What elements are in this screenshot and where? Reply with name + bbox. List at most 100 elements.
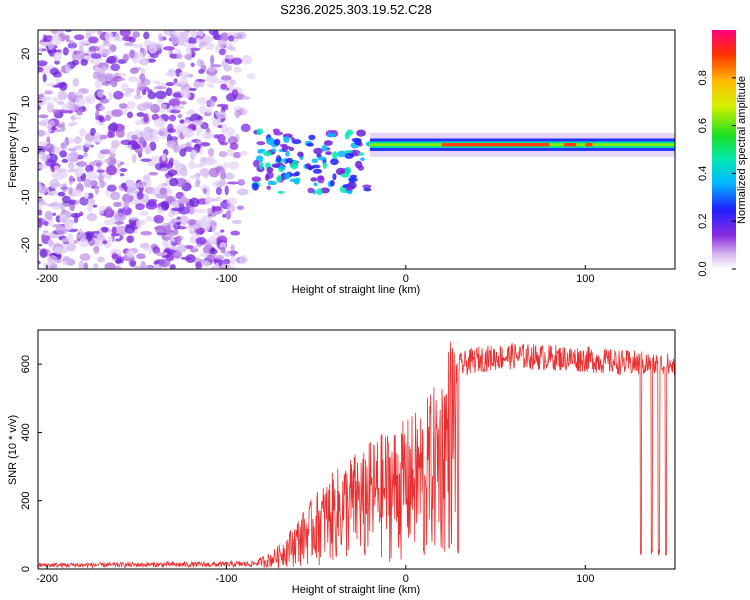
signal-blob xyxy=(266,185,271,190)
noise-blob xyxy=(207,147,215,157)
signal-blob xyxy=(311,158,319,164)
noise-blob xyxy=(140,158,152,162)
figure-title: S236.2025.303.19.52.C28 xyxy=(280,2,432,17)
noise-blob xyxy=(179,148,187,157)
noise-blob xyxy=(154,225,166,234)
signal-blob xyxy=(290,137,295,141)
noise-blob xyxy=(89,180,98,187)
noise-blob xyxy=(114,212,127,222)
noise-blob xyxy=(232,151,242,159)
noise-blob xyxy=(209,64,222,68)
noise-blob xyxy=(87,202,93,213)
noise-blob xyxy=(187,43,196,48)
noise-blob xyxy=(126,235,135,244)
noise-blob xyxy=(136,112,145,118)
noise-blob xyxy=(105,205,113,216)
noise-blob xyxy=(114,77,126,82)
noise-blob xyxy=(44,131,51,136)
noise-blob xyxy=(227,181,239,185)
top-y-tick-label: -20 xyxy=(20,237,32,253)
noise-blob xyxy=(38,114,49,119)
noise-blob xyxy=(39,200,46,204)
noise-blob xyxy=(93,263,99,269)
noise-blob xyxy=(216,103,229,108)
top-y-tick-label: -10 xyxy=(20,189,32,205)
noise-blob xyxy=(189,197,200,208)
noise-blob xyxy=(127,186,136,197)
noise-blob xyxy=(38,209,43,216)
noise-blob xyxy=(55,76,60,84)
noise-blob xyxy=(178,31,189,39)
noise-blob xyxy=(238,108,244,116)
noise-blob xyxy=(227,35,235,42)
noise-blob xyxy=(118,103,128,109)
noise-blob xyxy=(148,171,158,176)
noise-blob xyxy=(71,59,80,66)
signal-blob xyxy=(305,163,312,169)
noise-blob xyxy=(218,151,228,158)
noise-blob xyxy=(113,201,122,208)
noise-blob xyxy=(179,119,185,124)
noise-blob xyxy=(52,84,62,88)
noise-blob xyxy=(166,140,177,148)
noise-blob xyxy=(212,212,217,217)
noise-blob xyxy=(177,113,183,119)
noise-blob xyxy=(68,39,74,45)
noise-blob xyxy=(198,68,205,75)
noise-blob xyxy=(83,178,93,188)
noise-blob xyxy=(230,255,236,266)
signal-blob xyxy=(354,160,363,169)
signal-blob xyxy=(259,161,264,170)
noise-blob xyxy=(220,246,226,254)
noise-blob xyxy=(83,141,92,148)
colorbar-tick-label: 0.8 xyxy=(697,70,709,85)
bottom-x-tick-label: -100 xyxy=(215,573,237,585)
noise-blob xyxy=(136,86,141,97)
noise-blob xyxy=(158,127,168,136)
noise-blob xyxy=(59,150,67,158)
noise-blob xyxy=(161,103,167,109)
noise-blob xyxy=(52,108,61,115)
noise-blob xyxy=(104,31,114,42)
noise-blob xyxy=(105,58,112,64)
noise-blob xyxy=(121,82,129,92)
noise-blob xyxy=(51,35,62,46)
noise-blob xyxy=(111,109,123,117)
signal-blob xyxy=(346,129,354,136)
noise-blob xyxy=(190,113,201,123)
noise-blob xyxy=(154,263,160,269)
noise-blob xyxy=(199,252,210,257)
noise-blob xyxy=(173,82,181,87)
noise-blob xyxy=(158,258,171,268)
colorbar-ticks: 0.0 0.2 0.4 0.6 0.8 xyxy=(697,70,736,277)
noise-blob xyxy=(207,66,216,72)
noise-blob xyxy=(219,169,226,173)
band-peak xyxy=(563,143,577,147)
colorbar-gradient xyxy=(712,30,736,269)
noise-blob xyxy=(147,91,156,100)
signal-blob xyxy=(273,131,284,136)
signal-blob xyxy=(251,176,262,183)
noise-blob xyxy=(190,62,195,67)
noise-blob xyxy=(38,60,48,67)
noise-blob xyxy=(238,254,248,265)
noise-blob xyxy=(38,66,44,73)
noise-blob xyxy=(97,90,104,98)
signal-blob xyxy=(356,129,366,137)
noise-blob xyxy=(65,34,70,43)
noise-blob xyxy=(113,90,124,100)
signal-blob xyxy=(265,174,270,181)
noise-layer xyxy=(38,30,256,269)
noise-blob xyxy=(134,119,143,126)
noise-blob xyxy=(121,182,127,189)
signal-blob xyxy=(289,178,300,183)
noise-blob xyxy=(224,185,229,196)
noise-blob xyxy=(136,103,148,112)
noise-blob xyxy=(136,253,146,260)
noise-blob xyxy=(79,128,87,137)
noise-blob xyxy=(156,193,168,199)
noise-blob xyxy=(205,195,212,206)
noise-blob xyxy=(175,177,187,188)
noise-blob xyxy=(162,46,175,51)
noise-blob xyxy=(145,201,158,210)
